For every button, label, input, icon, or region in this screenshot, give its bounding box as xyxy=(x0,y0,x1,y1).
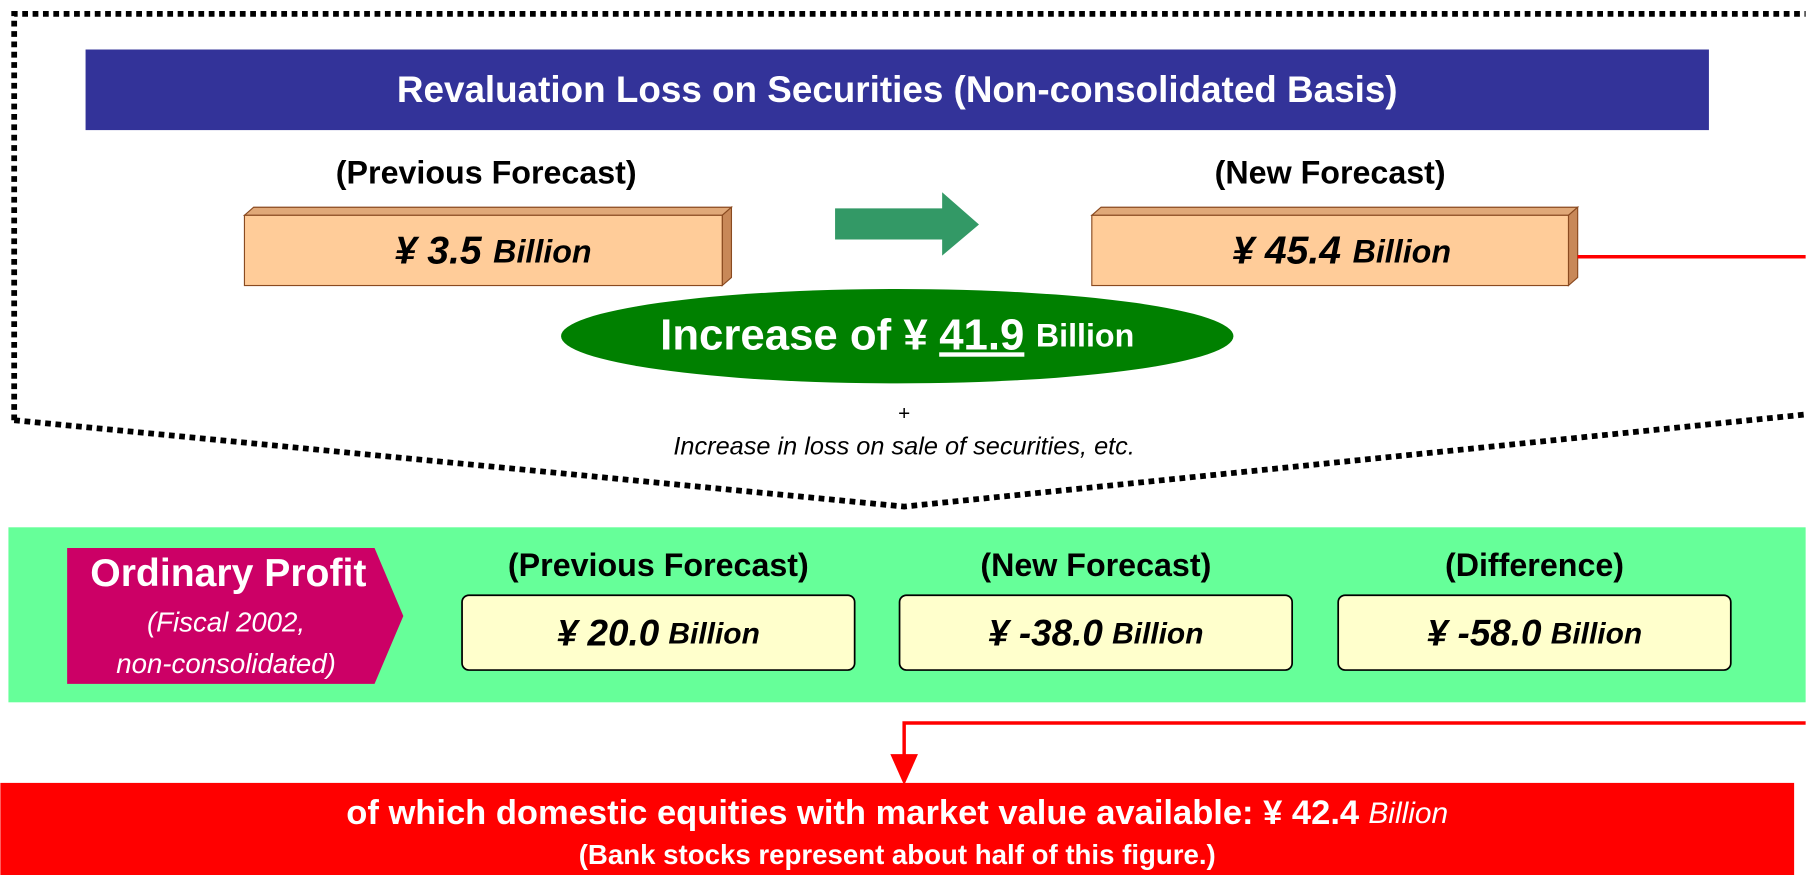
unit: Billion xyxy=(1551,617,1642,650)
amount: 41.9 xyxy=(939,310,1024,359)
prev-label: (Previous Forecast) xyxy=(336,155,637,191)
amount: ¥ 3.5 xyxy=(395,230,483,273)
profit-subtitle: non-consolidated) xyxy=(116,648,336,679)
prefix: Increase of ¥ xyxy=(660,310,928,359)
increase-ellipse xyxy=(561,288,1234,384)
footer-line: of which domestic equities with market v… xyxy=(346,794,1448,832)
amount: ¥ -58.0 xyxy=(1427,612,1542,653)
footer-text: of which domestic equities with market v… xyxy=(346,794,1360,832)
arrow xyxy=(835,192,979,256)
footer-note: (Bank stocks represent about half of thi… xyxy=(579,839,1216,870)
prev-box xyxy=(243,214,723,287)
value-box xyxy=(1337,594,1732,671)
box-value: ¥ 20.0 Billion xyxy=(557,612,760,653)
unit: Billion xyxy=(668,617,759,650)
amount: ¥ 45.4 xyxy=(1232,230,1341,273)
profit-boxes: (Previous Forecast)¥ 20.0 Billion(New For… xyxy=(461,547,1732,671)
value-box xyxy=(898,594,1294,671)
box-top xyxy=(242,206,733,216)
note: Increase in loss on sale of securities, … xyxy=(673,433,1134,461)
amount: ¥ -38.0 xyxy=(988,612,1103,653)
increase: Increase of ¥41.9 Billion xyxy=(660,310,1134,359)
prev-value: ¥ 3.5 Billion xyxy=(395,230,592,273)
box-value: ¥ -58.0 Billion xyxy=(1427,612,1642,653)
unit: Billion xyxy=(1036,317,1134,353)
title: Revaluation Loss on Securities (Non-cons… xyxy=(397,69,1398,110)
dotted-border xyxy=(11,10,1806,510)
unit: Billion xyxy=(1112,617,1203,650)
profit-tag xyxy=(67,548,404,684)
box-value: ¥ -38.0 Billion xyxy=(988,612,1203,653)
box-label: (New Forecast) xyxy=(980,547,1211,583)
unit: Billion xyxy=(1368,797,1448,830)
footer-band xyxy=(0,782,1795,875)
profit-title: Ordinary Profit xyxy=(90,552,366,595)
new-label: (New Forecast) xyxy=(1215,155,1446,191)
box-top xyxy=(1090,206,1580,216)
new-box xyxy=(1091,214,1570,287)
box-label: (Difference) xyxy=(1445,547,1624,583)
box-label: (Previous Forecast) xyxy=(508,547,809,583)
profit-subtitle: (Fiscal 2002, xyxy=(147,606,305,637)
unit: Billion xyxy=(493,233,591,269)
box-side xyxy=(721,205,733,287)
connector xyxy=(902,721,1806,765)
amount: ¥ 20.0 xyxy=(557,612,660,653)
title-bar xyxy=(85,49,1709,131)
unit: Billion xyxy=(1353,233,1451,269)
box-side xyxy=(1567,205,1579,287)
new-value: ¥ 45.4 Billion xyxy=(1232,230,1451,273)
value-box xyxy=(461,594,856,671)
plus: + xyxy=(898,402,910,425)
connector-head xyxy=(890,754,918,786)
